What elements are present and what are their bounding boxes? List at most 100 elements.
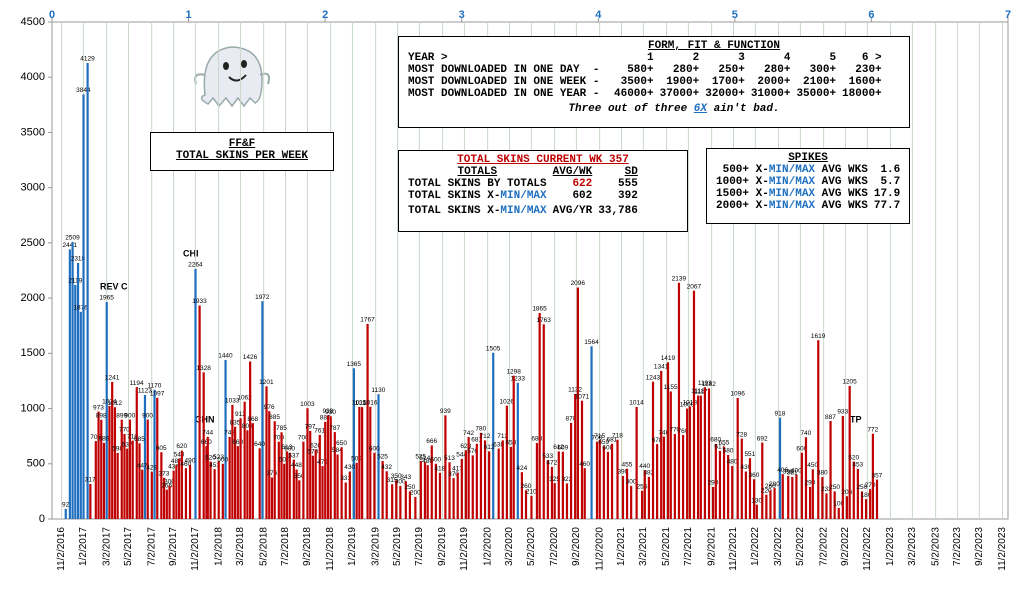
value-label: 659 xyxy=(598,439,609,446)
bar xyxy=(314,449,317,519)
bar xyxy=(358,406,361,519)
spikes-table: 500+ X-MIN/MAX AVG WKS 1.6 1000+ X-MIN/MAX… xyxy=(713,164,903,212)
x-tick-label: 1/2/2020 xyxy=(482,527,493,566)
bar xyxy=(116,452,119,519)
value-label: 700 xyxy=(298,434,309,441)
bar xyxy=(795,474,798,519)
value-label: 1865 xyxy=(532,306,547,313)
bar xyxy=(656,444,659,519)
value-label: 1117 xyxy=(694,388,708,395)
note-text: ain't bad. xyxy=(707,103,780,115)
y-tick-label: 2000 xyxy=(21,292,45,304)
label-part: 1500+ X- xyxy=(716,188,769,200)
value-label: 1118 xyxy=(691,388,705,395)
value-label: 487 xyxy=(171,458,182,465)
bar xyxy=(236,446,239,519)
value-label: 899 xyxy=(116,412,127,419)
bar xyxy=(852,461,855,519)
value-label: 623 xyxy=(460,443,471,450)
bar xyxy=(414,496,417,519)
bar xyxy=(791,476,794,519)
bar xyxy=(86,62,89,520)
value-label: 1018 xyxy=(683,399,698,406)
x-tick-label: 5/2/2020 xyxy=(526,527,537,566)
value-label: 653 xyxy=(505,440,516,447)
bar xyxy=(520,472,524,519)
bar xyxy=(251,423,254,519)
value-label: 100 xyxy=(833,501,844,508)
bar xyxy=(205,446,208,519)
chart-title: FF&F xyxy=(228,138,256,150)
value-label: 1026 xyxy=(500,398,515,405)
value-label: 718 xyxy=(612,432,623,439)
value-label: 1170 xyxy=(147,382,161,389)
value-label: 712 xyxy=(480,433,491,440)
bar xyxy=(188,464,192,519)
bar xyxy=(273,421,276,519)
bar xyxy=(501,440,504,519)
value-label: 617 xyxy=(714,444,725,451)
value-label: 380 xyxy=(817,470,828,477)
bar xyxy=(146,419,149,519)
value-label: 390 xyxy=(783,469,794,476)
value-label: 885 xyxy=(269,414,280,421)
value-label: 551 xyxy=(744,451,755,458)
value-label: 761 xyxy=(314,428,325,435)
value-label: 573 xyxy=(307,448,318,455)
value-label: 1365 xyxy=(347,361,362,368)
bar xyxy=(643,470,646,519)
value-label: 1194 xyxy=(130,380,144,387)
label-part: TOTAL SKINS X- xyxy=(408,205,501,217)
value-label: 260 xyxy=(520,483,531,490)
label-part: MIN/MAX xyxy=(768,200,816,212)
bar xyxy=(610,443,614,519)
value-label: 255 xyxy=(637,484,648,491)
value-label: 912 xyxy=(235,411,246,418)
value-label: 317 xyxy=(85,477,96,484)
table-cell: AVG/YR xyxy=(552,205,593,217)
value-label: 688 xyxy=(531,436,542,443)
bar xyxy=(108,405,111,519)
value-label: 743 xyxy=(224,430,235,437)
value-label: 250 xyxy=(404,484,415,491)
bar xyxy=(456,472,459,519)
value-label: 180 xyxy=(861,492,872,499)
bar xyxy=(430,445,433,519)
value-label: 1062 xyxy=(237,394,252,401)
x-tick-label: 9/2/2023 xyxy=(974,527,985,566)
x-tick-label: 7/2/2023 xyxy=(952,527,963,566)
x-tick-label: 9/2/2022 xyxy=(840,527,851,566)
value-label: 1767 xyxy=(360,317,375,324)
value-label: 357 xyxy=(871,472,882,479)
value-label: 500 xyxy=(279,456,290,463)
bar xyxy=(781,474,784,519)
x-tick-label: 3/2/2022 xyxy=(773,527,784,566)
value-label: 2509 xyxy=(65,235,80,242)
bar xyxy=(270,477,274,519)
value-label: 472 xyxy=(546,460,557,467)
bar xyxy=(630,485,633,519)
x-tick-label: 3/2/2018 xyxy=(235,527,246,566)
x-tick-label: 7/2/2021 xyxy=(683,527,694,566)
bar xyxy=(488,451,491,519)
value-label: 600 xyxy=(796,445,807,452)
value-label: 580 xyxy=(723,448,734,455)
value-label: 1016 xyxy=(363,400,378,407)
value-label: 460 xyxy=(579,461,590,468)
bar xyxy=(309,430,312,519)
value-label: 660 xyxy=(232,439,243,446)
y-tick-label: 4000 xyxy=(21,71,45,83)
table-cell: MOST DOWNLOADED IN ONE YEAR - xyxy=(408,88,600,100)
table-cell: 280+ xyxy=(764,64,791,76)
value-label: 880 xyxy=(320,415,331,422)
value-label: 689 xyxy=(98,436,109,443)
value-label: 373 xyxy=(159,471,170,478)
table-cell: 2100+ xyxy=(803,76,837,88)
value-label: 600 xyxy=(369,445,380,452)
value-label: 1440 xyxy=(218,353,233,360)
bar xyxy=(408,491,412,519)
bar xyxy=(321,466,324,519)
value-label: 447 xyxy=(137,462,148,469)
table-cell: 392 xyxy=(618,190,638,202)
bar xyxy=(168,485,171,519)
